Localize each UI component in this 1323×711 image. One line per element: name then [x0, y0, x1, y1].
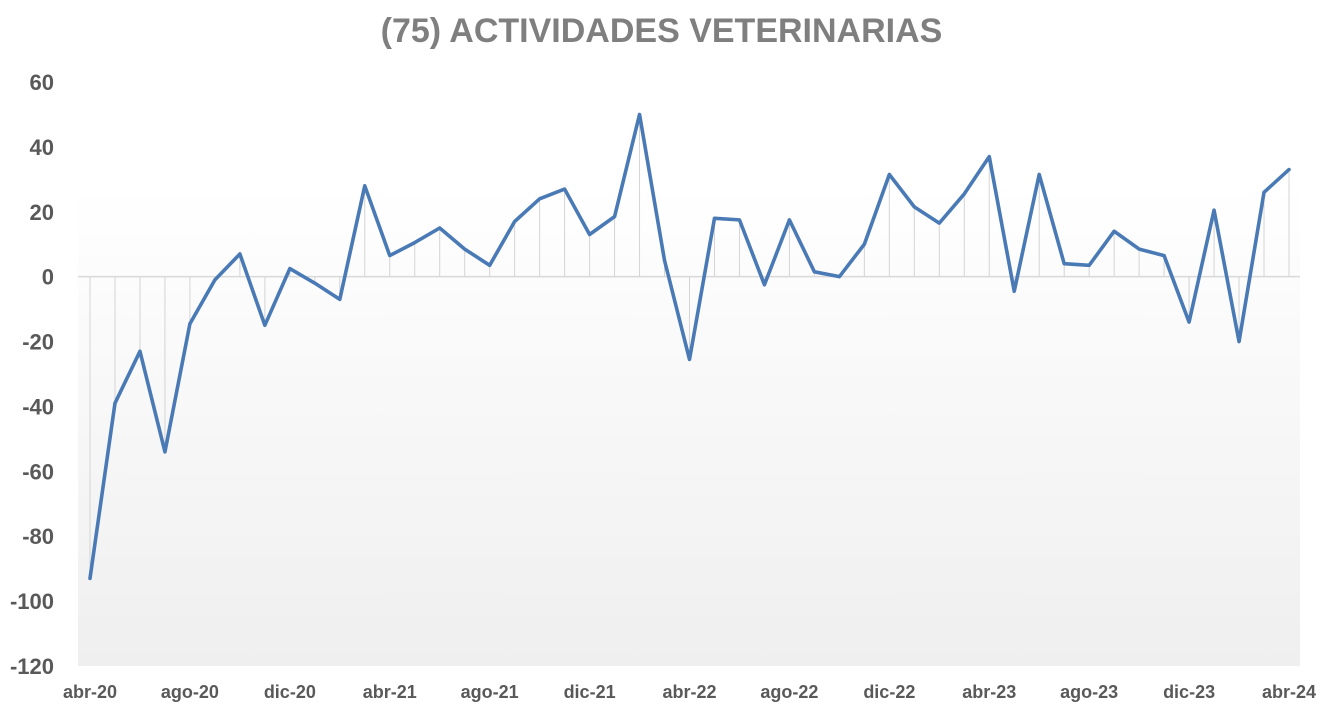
y-tick-label: 20 — [30, 200, 54, 225]
data-point-ene-24 — [1212, 208, 1216, 212]
data-point-feb-24 — [1237, 340, 1241, 344]
data-point-jun-20 — [138, 349, 142, 353]
data-point-mar-23 — [962, 192, 966, 196]
y-tick-label: 60 — [30, 70, 54, 95]
data-point-nov-23 — [1162, 254, 1166, 258]
data-point-jul-21 — [463, 247, 467, 251]
data-point-ene-23 — [912, 205, 916, 209]
x-tick-label: dic-21 — [564, 682, 616, 702]
data-point-jul-23 — [1062, 262, 1066, 266]
data-point-jul-20 — [163, 450, 167, 454]
data-point-oct-20 — [238, 252, 242, 256]
data-point-sep-22 — [812, 270, 816, 274]
x-tick-label: dic-22 — [863, 682, 915, 702]
data-point-oct-22 — [837, 275, 841, 279]
data-point-nov-22 — [862, 242, 866, 246]
y-tick-label: 0 — [42, 265, 54, 290]
x-tick-label: abr-21 — [363, 682, 417, 702]
data-point-jun-21 — [438, 226, 442, 230]
x-axis-tick-labels: abr-20 ago-20 dic-20 abr-21 ago-21 dic-21 abr-… — [63, 682, 1316, 702]
data-point-abr-24 — [1287, 168, 1291, 172]
data-point-feb-21 — [338, 297, 342, 301]
data-point-ene-21 — [313, 281, 317, 285]
data-point-ago-22 — [787, 218, 791, 222]
data-point-may-21 — [413, 241, 417, 245]
data-point-nov-21 — [563, 187, 567, 191]
y-tick-label: -60 — [22, 459, 54, 484]
data-point-sep-23 — [1112, 229, 1116, 233]
y-tick-label: -100 — [10, 589, 54, 614]
data-point-oct-23 — [1137, 247, 1141, 251]
data-point-ago-21 — [488, 263, 492, 267]
x-tick-label: abr-24 — [1262, 682, 1316, 702]
data-point-ene-22 — [613, 215, 617, 219]
x-tick-label: abr-20 — [63, 682, 117, 702]
y-tick-label: -80 — [22, 524, 54, 549]
x-tick-label: ago-22 — [760, 682, 818, 702]
data-point-mar-21 — [363, 184, 367, 188]
data-point-may-22 — [712, 216, 716, 220]
plot-area-background — [78, 185, 1300, 666]
y-tick-label: 40 — [30, 135, 54, 160]
y-axis-tick-labels: 60 40 20 0 -20 -40 -60 -80 -100 -120 — [10, 70, 54, 679]
data-point-abr-22 — [688, 357, 692, 361]
data-point-mar-22 — [663, 258, 667, 262]
data-point-abr-20 — [88, 576, 92, 580]
data-point-feb-22 — [638, 112, 642, 116]
data-point-ago-20 — [188, 322, 192, 326]
data-point-abr-23 — [987, 155, 991, 159]
x-tick-label: ago-20 — [161, 682, 219, 702]
y-tick-label: -120 — [10, 654, 54, 679]
data-point-mar-24 — [1262, 190, 1266, 194]
data-point-ago-23 — [1087, 263, 1091, 267]
x-tick-label: ago-23 — [1060, 682, 1118, 702]
chart-title: (75) ACTIVIDADES VETERINARIAS — [380, 12, 943, 50]
data-point-dic-21 — [588, 232, 592, 236]
data-point-nov-20 — [263, 323, 267, 327]
data-point-oct-21 — [538, 197, 542, 201]
data-point-may-23 — [1012, 289, 1016, 293]
x-tick-label: abr-22 — [662, 682, 716, 702]
data-point-sep-20 — [213, 278, 217, 282]
y-tick-label: -40 — [22, 394, 54, 419]
data-point-sep-21 — [513, 220, 517, 224]
data-point-jul-22 — [762, 283, 766, 287]
data-point-jun-23 — [1037, 172, 1041, 176]
data-point-may-20 — [113, 401, 117, 405]
x-tick-label: dic-20 — [264, 682, 316, 702]
series-line — [88, 112, 1291, 581]
x-tick-label: dic-23 — [1163, 682, 1215, 702]
data-point-dic-20 — [288, 267, 292, 271]
data-point-dic-22 — [887, 172, 891, 176]
data-point-jun-22 — [737, 218, 741, 222]
data-point-dic-23 — [1187, 320, 1191, 324]
x-tick-label: ago-21 — [461, 682, 519, 702]
data-point-abr-21 — [388, 254, 392, 258]
data-point-feb-23 — [937, 221, 941, 225]
y-tick-label: -20 — [22, 330, 54, 355]
x-tick-label: abr-23 — [962, 682, 1016, 702]
